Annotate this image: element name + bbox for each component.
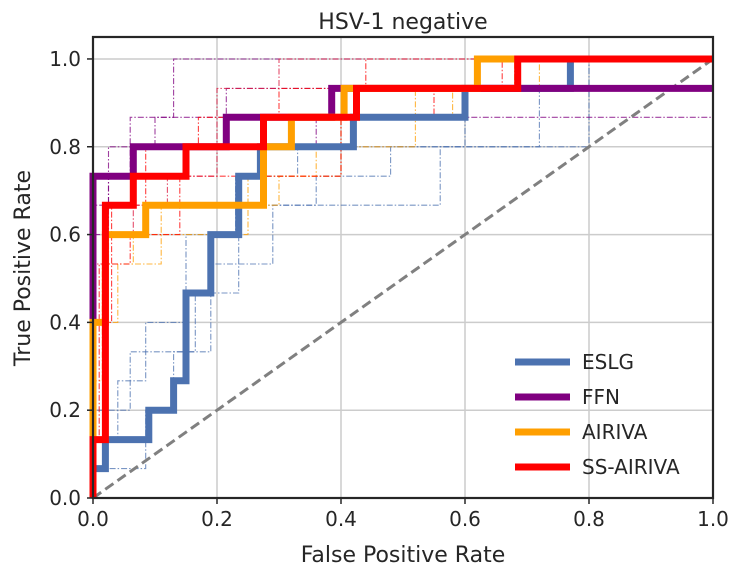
fold-curve [92,58,713,498]
y-tick-label: 0.4 [49,310,81,334]
y-tick-label: 0.0 [49,486,81,510]
chart-title: HSV-1 negative [318,10,487,35]
x-tick-label: 0.0 [77,507,109,531]
chance-diagonal [92,57,714,500]
y-tick-label: 1.0 [49,47,81,71]
x-tick-label: 0.6 [449,507,481,531]
series-line-ss-airiva [89,55,713,498]
legend: ESLG FFN AIRIVA SS-AIRIVA [515,350,680,479]
series-line-eslg [89,55,713,498]
y-tick-label: 0.8 [49,135,81,159]
y-tick-label: 0.2 [49,398,81,422]
legend-label: SS-AIRIVA [582,455,680,479]
series-line-ffn [89,84,713,498]
x-tick-label: 0.8 [573,507,605,531]
x-tick-label: 1.0 [697,507,729,531]
fold-curve [92,87,713,498]
x-axis-label: False Positive Rate [301,543,505,568]
legend-label: FFN [582,385,620,409]
legend-label: AIRIVA [582,420,648,444]
x-tick-label: 0.2 [201,507,233,531]
series-lines [89,55,713,498]
y-axis-label: True Positive Rate [11,170,36,367]
plot-frame [91,35,715,500]
y-tick-label: 0.6 [49,223,81,247]
legend-label: ESLG [582,350,634,374]
axis-ticks: 0.0 0.2 0.4 0.6 0.8 1.0 0.0 0.2 0.4 0.6 0.8 1.0 [49,47,729,531]
chance-line [92,57,714,500]
x-tick-label: 0.4 [325,507,357,531]
